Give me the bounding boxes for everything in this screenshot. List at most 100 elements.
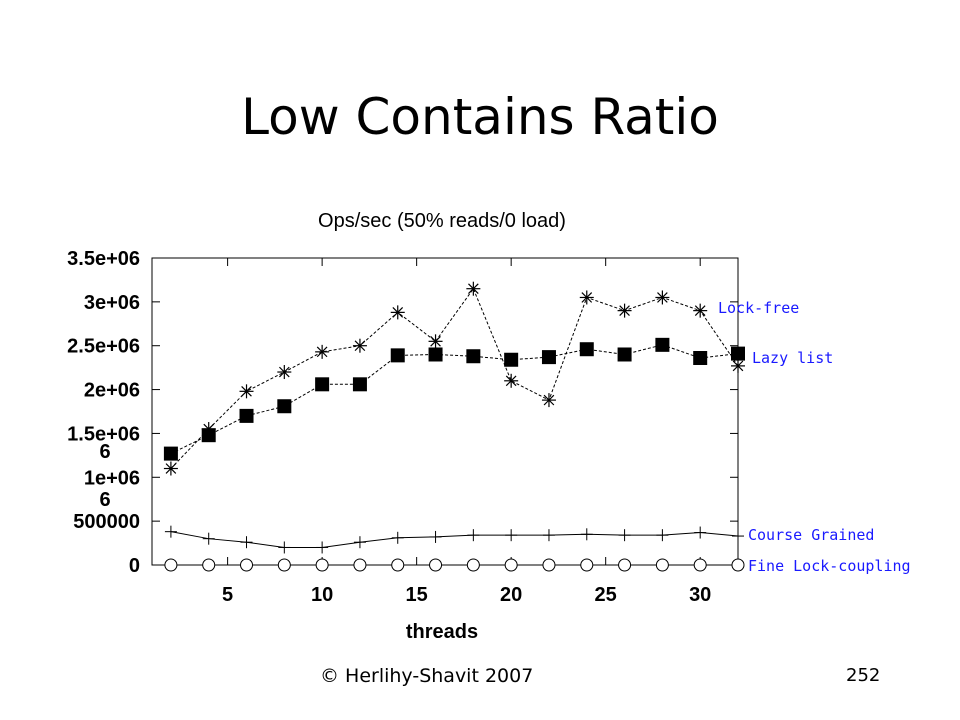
footer-page-number: 252 <box>846 665 881 686</box>
data-point <box>428 347 443 362</box>
point-stroke <box>581 292 593 303</box>
data-point <box>164 558 178 572</box>
x-tick-label: 25 <box>595 584 617 606</box>
data-point <box>240 536 253 549</box>
point-stroke <box>694 305 706 316</box>
data-point <box>277 365 292 380</box>
series-lazy-list <box>163 337 745 461</box>
data-point <box>240 558 254 572</box>
data-point <box>390 348 405 363</box>
stray-label-2: 6 <box>99 489 110 511</box>
data-point <box>731 346 745 361</box>
data-point <box>693 350 708 365</box>
data-point <box>693 558 707 572</box>
stray-label-1: 6 <box>99 441 110 463</box>
series-line <box>170 287 739 469</box>
point-stroke <box>354 340 366 352</box>
data-point <box>277 558 291 572</box>
data-point <box>428 334 443 349</box>
data-point <box>504 373 519 388</box>
legend-label-lock-free: Lock-free <box>718 299 799 317</box>
data-point <box>164 525 177 538</box>
data-point <box>467 529 480 542</box>
data-point <box>315 377 330 392</box>
point-stroke <box>505 375 517 387</box>
data-point <box>429 558 443 572</box>
data-point <box>429 530 442 543</box>
data-point <box>731 558 745 572</box>
data-point <box>352 338 367 353</box>
data-point <box>618 558 632 572</box>
data-point <box>239 408 254 423</box>
series-layer <box>163 281 745 572</box>
data-point <box>542 558 556 572</box>
point-stroke <box>316 346 328 358</box>
data-point <box>655 290 670 305</box>
point-stroke <box>430 336 441 347</box>
data-point <box>505 529 518 542</box>
data-point <box>391 558 405 572</box>
point-stroke <box>619 305 630 316</box>
data-point <box>277 399 292 414</box>
point-stroke <box>657 292 668 303</box>
data-point <box>239 384 254 399</box>
x-tick-label: 20 <box>500 584 522 606</box>
footer-copyright: © Herlihy-Shavit 2007 <box>320 665 534 687</box>
point-stroke <box>278 366 290 378</box>
series-line <box>170 531 739 548</box>
y-tick-label: 3e+06 <box>84 292 140 314</box>
data-point <box>163 446 178 461</box>
data-point <box>656 529 669 542</box>
data-point <box>618 529 631 542</box>
data-point <box>202 558 216 572</box>
data-point <box>466 349 481 364</box>
data-point <box>579 342 594 357</box>
data-point <box>579 290 594 305</box>
data-point <box>504 352 519 367</box>
x-axis: 5 10 15 20 25 30 <box>222 258 711 606</box>
data-point <box>163 461 178 476</box>
x-axis-label: threads <box>406 621 478 643</box>
series-fine-lock-coupling <box>164 558 745 572</box>
data-point <box>315 344 330 359</box>
y-axis: 0 500000 1e+06 1.5e+06 2e+06 2.5e+06 3e+06 3.5e… <box>67 248 738 577</box>
data-point <box>278 541 291 554</box>
data-point <box>390 305 405 320</box>
data-point <box>315 558 329 572</box>
y-tick-label: 500000 <box>73 511 140 533</box>
point-stroke <box>165 463 177 474</box>
chart-title: Ops/sec (50% reads/0 load) <box>318 210 566 232</box>
y-tick-label: 1e+06 <box>84 467 140 489</box>
series-lock-free <box>163 281 745 476</box>
data-point <box>617 303 632 318</box>
data-point <box>353 536 366 549</box>
point-stroke <box>241 386 252 397</box>
data-point <box>655 337 670 352</box>
legend: Lock-free Lazy list Course Grained Fine Loc… <box>718 299 911 575</box>
data-point <box>201 428 216 443</box>
data-point <box>541 393 556 408</box>
y-tick-label: 3.5e+06 <box>67 248 140 270</box>
data-point <box>466 281 481 296</box>
data-point <box>732 530 744 543</box>
series-line <box>170 344 739 455</box>
legend-label-fine-lock-coupling: Fine Lock-coupling <box>748 557 911 575</box>
data-point <box>580 528 593 541</box>
data-point <box>316 541 329 554</box>
data-point <box>391 531 404 544</box>
data-point <box>352 377 367 392</box>
data-point <box>694 526 707 539</box>
series-course-grained <box>164 525 744 554</box>
y-tick-label: 2.5e+06 <box>67 336 140 358</box>
data-point <box>731 358 745 373</box>
data-point <box>580 558 594 572</box>
data-point <box>542 529 555 542</box>
data-point <box>353 558 367 572</box>
point-stroke <box>392 307 404 318</box>
point-stroke <box>543 394 555 406</box>
data-point <box>202 532 215 545</box>
y-tick-label: 1.5e+06 <box>67 423 140 445</box>
x-tick-label: 15 <box>406 584 428 606</box>
y-tick-label: 0 <box>129 555 140 577</box>
